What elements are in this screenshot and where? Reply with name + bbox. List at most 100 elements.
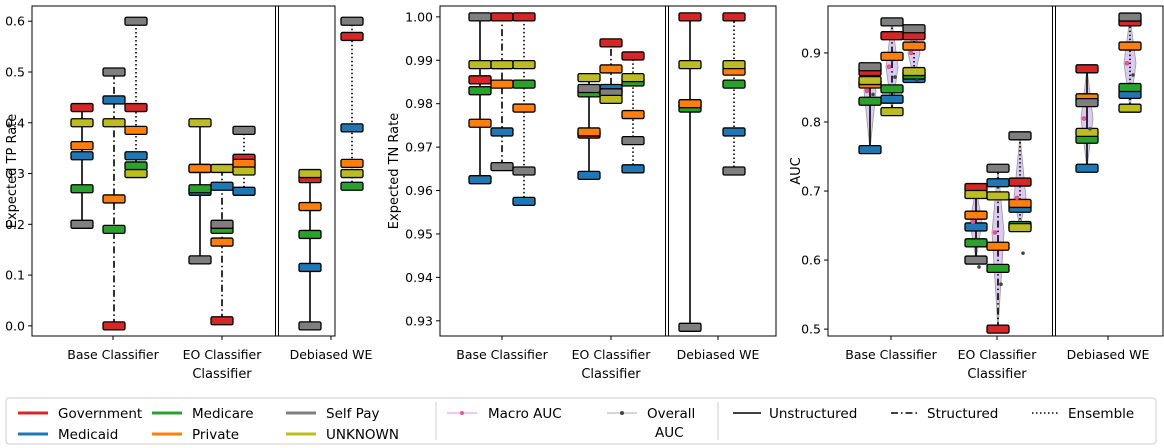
marker-medicare: [468, 86, 492, 96]
marker-private: [340, 158, 364, 169]
marker-unknown: [468, 59, 492, 70]
marker-government: [124, 102, 148, 113]
y-axis-label: Expected TN Rate: [387, 113, 402, 229]
marker-self-pay: [340, 16, 364, 26]
macro-auc-point: [864, 88, 870, 94]
marker-medicaid: [577, 170, 601, 180]
macro-auc-point: [1124, 61, 1130, 66]
marker-self-pay: [210, 219, 234, 229]
marker-private: [490, 79, 514, 89]
x-tick-label: Base Classifier: [845, 347, 937, 362]
y-tick-label: 0.6: [801, 253, 821, 268]
marker-self-pay: [577, 83, 601, 94]
marker-medicare: [722, 79, 746, 89]
plot-frame: [439, 5, 777, 337]
macro-auc-point: [1081, 116, 1087, 121]
y-tick-label: 0.94: [405, 270, 433, 285]
macro-auc-point: [992, 230, 998, 235]
marker-private: [902, 41, 926, 51]
marker-medicaid: [298, 262, 322, 273]
marker-self-pay: [880, 17, 904, 27]
marker-medicare: [512, 79, 536, 89]
overall-auc-point: [999, 282, 1003, 287]
plot-frame: [827, 5, 1164, 337]
marker-self-pay: [1008, 131, 1032, 141]
macro-auc-point: [970, 219, 976, 225]
y-tick-label: 0.0: [5, 318, 25, 333]
marker-self-pay: [858, 62, 882, 72]
marker-private: [1008, 198, 1032, 209]
marker-medicaid: [964, 222, 988, 232]
marker-medicaid: [490, 127, 514, 137]
marker-medicare: [964, 238, 988, 248]
marker-government: [599, 38, 623, 48]
legend-label: Medicare: [192, 406, 254, 422]
marker-government: [678, 12, 702, 22]
x-axis-label: Classifier: [192, 367, 252, 382]
marker-unknown: [298, 168, 322, 179]
marker-medicaid: [512, 196, 536, 207]
marker-government: [468, 75, 492, 85]
marker-medicaid: [102, 95, 126, 105]
marker-medicaid: [621, 164, 645, 174]
overall-auc-point: [893, 75, 897, 79]
y-tick-label: 0.6: [5, 14, 25, 29]
y-tick-label: 0.2: [5, 217, 25, 232]
y-tick-label: 0.8: [801, 114, 821, 129]
marker-private: [599, 64, 623, 74]
marker-government: [1008, 177, 1032, 187]
marker-medicaid: [232, 186, 256, 196]
marker-private: [621, 109, 645, 120]
marker-medicaid: [124, 151, 148, 161]
marker-self-pay: [1118, 12, 1142, 22]
marker-government: [1075, 64, 1099, 74]
legend: Government Medicaid Medicare Private Self Pa…: [5, 397, 1157, 445]
x-tick-label: Debiased WE: [677, 347, 760, 362]
legend-label: Self Pay: [326, 406, 379, 422]
marker-unknown: [1008, 222, 1032, 233]
marker-private: [577, 127, 601, 137]
marker-private: [986, 241, 1010, 251]
x-axis-label: Classifier: [581, 367, 641, 382]
y-tick-label: 0.93: [405, 313, 433, 328]
y-tick-label: 0.7: [801, 184, 821, 199]
y-tick-label: 0.98: [405, 96, 433, 111]
marker-private: [1118, 41, 1142, 51]
marker-self-pay: [70, 219, 94, 229]
y-tick-label: 0.5: [801, 322, 821, 337]
chart-panel-3: 0.5 0.6 0.7 0.8 0.9 AUC Base Classifier EO Clas…: [789, 5, 1164, 382]
marker-medicare: [70, 184, 94, 194]
marker-private: [232, 158, 256, 169]
marker-self-pay: [102, 67, 126, 77]
marker-government: [340, 31, 364, 42]
marker-government: [490, 12, 514, 22]
marker-private: [102, 194, 126, 204]
y-tick-label: 0.97: [405, 140, 433, 155]
overall-auc-point: [1131, 73, 1135, 77]
marker-government: [621, 51, 645, 61]
marker-self-pay: [124, 16, 148, 26]
macro-auc-point: [1014, 195, 1020, 201]
y-tick-label: 0.5: [5, 65, 25, 80]
marker-medicare: [1118, 82, 1142, 93]
x-tick-label: Debiased WE: [1067, 347, 1150, 362]
y-tick-label: 0.1: [5, 268, 25, 283]
x-tick-label: Base Classifier: [456, 347, 548, 362]
marker-private: [298, 201, 322, 212]
marker-self-pay: [722, 166, 746, 176]
legend-label: Medicaid: [58, 427, 118, 443]
marker-unknown: [188, 118, 212, 128]
marker-medicaid: [1075, 163, 1099, 173]
marker-self-pay: [298, 321, 322, 331]
marker-private: [964, 210, 988, 220]
marker-medicare: [124, 161, 148, 171]
y-tick-label: 0.4: [5, 115, 25, 130]
marker-unknown: [70, 118, 94, 128]
marker-medicaid: [340, 123, 364, 133]
marker-unknown: [1075, 127, 1099, 137]
marker-private: [512, 103, 536, 113]
marker-unknown: [210, 163, 234, 174]
marker-government: [70, 102, 94, 113]
marker-unknown: [490, 59, 514, 70]
